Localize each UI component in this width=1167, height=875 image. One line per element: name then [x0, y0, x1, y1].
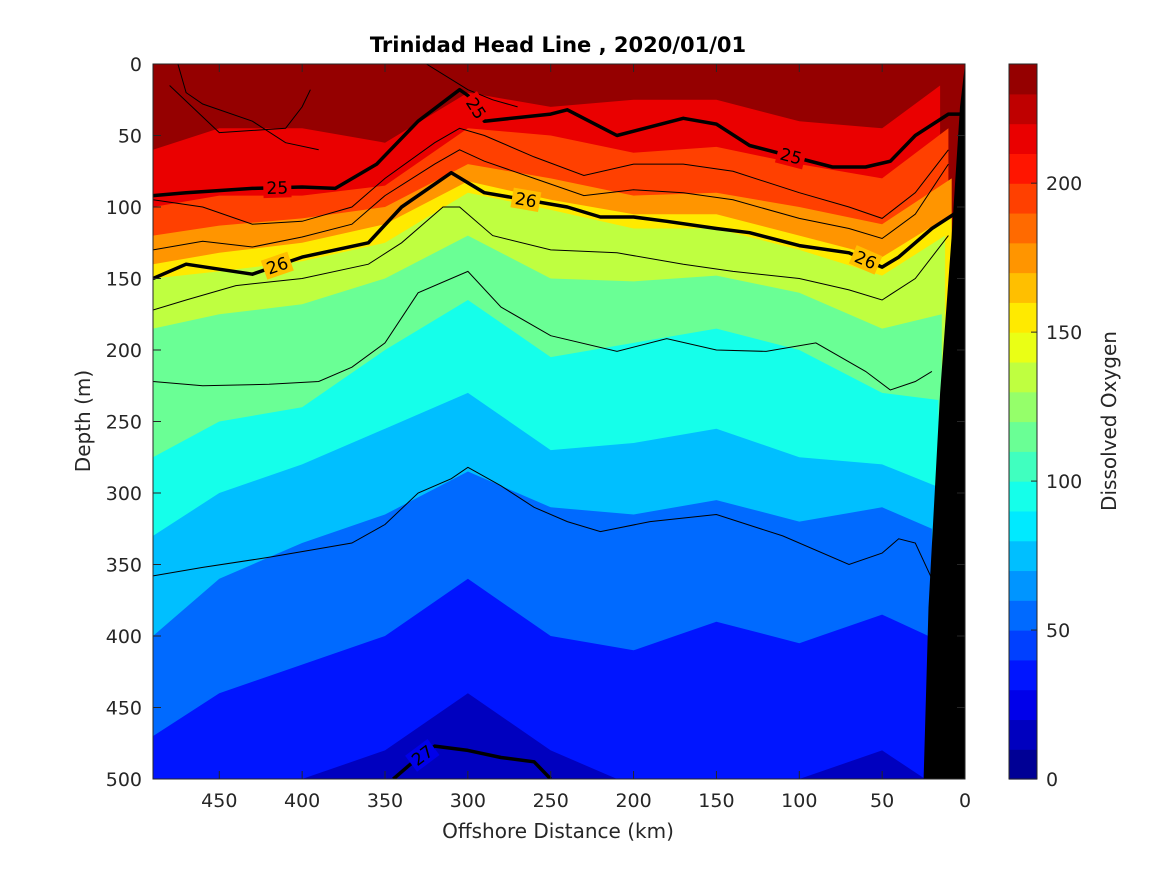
x-tick-label: 200 — [615, 790, 651, 812]
colorbar-segment — [1009, 510, 1037, 542]
y-axis-ticks: 0 50 100 150 200 250 300 350 400 450 500 — [106, 54, 965, 791]
thin-contour-line — [153, 206, 949, 311]
colorbar-frame — [1008, 63, 1038, 780]
colorbar-segment — [1009, 719, 1037, 750]
contour-label-bg — [405, 739, 440, 772]
x-tick-label: 300 — [450, 790, 486, 812]
x-tick-label: 100 — [781, 790, 817, 812]
oxygen-band — [153, 578, 929, 779]
colorbar-tick-label: 0 — [1046, 769, 1058, 791]
colorbar-segment — [1009, 630, 1037, 661]
thin-contour-line — [153, 270, 933, 391]
contour-label-bg — [510, 187, 542, 213]
y-tick-label: 150 — [106, 269, 142, 291]
bathymetry — [923, 64, 965, 779]
colorbar-segment — [1009, 302, 1037, 333]
contour-label-bg — [460, 91, 493, 126]
colorbar-segment — [1009, 64, 1037, 95]
colorbar-segment — [1009, 272, 1037, 303]
colorbar-segment — [1009, 421, 1037, 452]
y-axis-label: Depth (m) — [71, 370, 95, 472]
colorbar-segment — [1009, 391, 1037, 423]
thin-contour-line — [169, 85, 311, 134]
x-tick-label: 0 — [959, 790, 971, 812]
y-tick-label: 350 — [106, 555, 142, 577]
colorbar-segment — [1009, 212, 1037, 244]
plot-area — [153, 64, 965, 779]
colorbar-segment — [1009, 242, 1037, 274]
thin-contour-line — [177, 64, 319, 151]
x-axis-label: Offshore Distance (km) — [442, 819, 674, 843]
colorbar-segment — [1009, 451, 1037, 482]
colorbar-tick-label: 100 — [1046, 471, 1082, 493]
oxygen-band — [302, 693, 926, 779]
colorbar-segment — [1009, 659, 1037, 691]
y-tick-label: 0 — [130, 54, 142, 76]
y-tick-label: 200 — [106, 340, 142, 362]
colorbar-segment — [1009, 749, 1037, 780]
colorbar-segment — [1009, 481, 1037, 512]
colorbar — [1009, 64, 1037, 780]
colorbar-segment — [1009, 93, 1037, 125]
colorbar-tick-label: 200 — [1046, 173, 1082, 195]
thin-contour-line — [153, 466, 933, 580]
colorbar-segment — [1009, 361, 1037, 393]
colorbar-tick-label: 50 — [1046, 620, 1070, 642]
colorbar-segment — [1009, 332, 1037, 363]
contour-label: 26 — [513, 189, 538, 212]
thin-contours — [153, 64, 949, 580]
seafloor — [923, 64, 965, 779]
thin-contour-line — [153, 149, 949, 251]
thin-contour-line — [426, 64, 518, 108]
colorbar-segment — [1009, 570, 1037, 601]
density-contour-line — [392, 744, 552, 779]
colorbar-segment — [1009, 689, 1037, 721]
x-axis-ticks: 450 400 350 300 250 200 150 100 50 0 — [201, 64, 971, 812]
y-tick-label: 100 — [106, 197, 142, 219]
x-tick-label: 350 — [367, 790, 403, 812]
x-tick-label: 250 — [533, 790, 569, 812]
colorbar-segment — [1009, 183, 1037, 214]
contour-label-bg — [260, 251, 294, 280]
x-tick-label: 450 — [201, 790, 237, 812]
contour-label-bg — [774, 143, 808, 170]
y-tick-label: 50 — [118, 126, 142, 148]
y-tick-label: 500 — [106, 769, 142, 791]
y-tick-label: 250 — [106, 412, 142, 434]
colorbar-ticks: 0 50 100 150 200 — [1031, 173, 1082, 791]
x-tick-label: 400 — [284, 790, 320, 812]
x-tick-label: 150 — [698, 790, 734, 812]
colorbar-segment — [1009, 600, 1037, 631]
contour-label-bg — [263, 177, 292, 199]
density-contour-line — [153, 87, 965, 198]
contour-label-bg — [848, 245, 883, 275]
chart-title: Trinidad Head Line , 2020/01/01 — [370, 33, 746, 57]
y-tick-label: 300 — [106, 483, 142, 505]
colorbar-segment — [1009, 123, 1037, 154]
colorbar-tick-label: 150 — [1046, 322, 1082, 344]
oxygen-bands — [153, 64, 965, 779]
contour-label: 25 — [266, 178, 288, 199]
x-tick-label: 50 — [870, 790, 894, 812]
colorbar-label: Dissolved Oxygen — [1097, 331, 1121, 511]
colorbar-segment — [1009, 153, 1037, 184]
y-tick-label: 450 — [106, 698, 142, 720]
y-tick-label: 400 — [106, 626, 142, 648]
colorbar-segment — [1009, 540, 1037, 572]
thin-contour-line — [153, 127, 949, 225]
